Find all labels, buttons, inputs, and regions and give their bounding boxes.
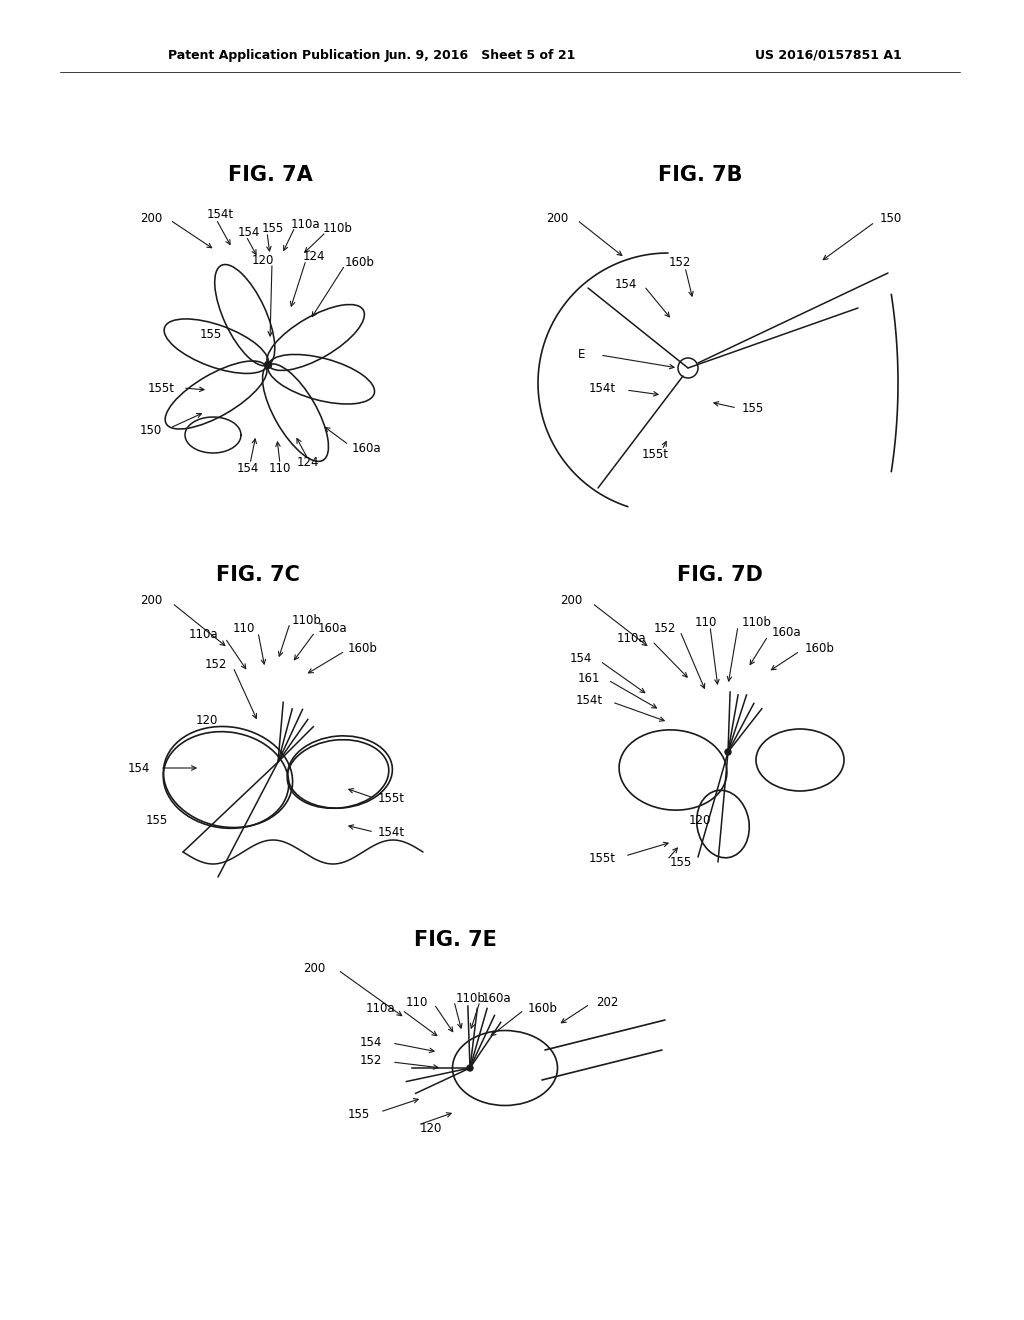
Text: 155: 155 (200, 329, 222, 342)
Text: 154t: 154t (207, 209, 234, 222)
Text: 155: 155 (262, 222, 285, 235)
Text: 152: 152 (205, 659, 227, 672)
Text: 154: 154 (237, 462, 259, 474)
Text: 155t: 155t (641, 449, 669, 462)
Text: Jun. 9, 2016   Sheet 5 of 21: Jun. 9, 2016 Sheet 5 of 21 (384, 49, 575, 62)
Text: 120: 120 (196, 714, 218, 726)
Text: US 2016/0157851 A1: US 2016/0157851 A1 (755, 49, 902, 62)
Text: FIG. 7B: FIG. 7B (657, 165, 742, 185)
Text: FIG. 7E: FIG. 7E (414, 931, 497, 950)
Text: 160b: 160b (348, 642, 378, 655)
Text: 152: 152 (359, 1053, 382, 1067)
Text: 154t: 154t (589, 381, 616, 395)
Text: 154: 154 (238, 227, 260, 239)
Text: 154: 154 (359, 1035, 382, 1048)
Text: 154: 154 (569, 652, 592, 664)
Text: 110b: 110b (456, 991, 485, 1005)
Text: 154t: 154t (378, 825, 406, 838)
Text: 124: 124 (303, 251, 326, 264)
Text: 160b: 160b (805, 642, 835, 655)
Text: 154t: 154t (575, 693, 603, 706)
Text: 110a: 110a (291, 218, 321, 231)
Text: 160a: 160a (318, 622, 347, 635)
Text: FIG. 7C: FIG. 7C (216, 565, 300, 585)
Text: E: E (578, 348, 585, 362)
Text: 120: 120 (689, 813, 712, 826)
Text: 202: 202 (596, 995, 618, 1008)
Text: 155t: 155t (589, 851, 616, 865)
Text: 110: 110 (269, 462, 291, 474)
Text: 150: 150 (139, 424, 162, 437)
Text: 200: 200 (546, 211, 568, 224)
Text: 110a: 110a (366, 1002, 395, 1015)
Text: 160b: 160b (528, 1002, 558, 1015)
Circle shape (264, 362, 271, 368)
Text: 155t: 155t (148, 381, 175, 395)
Text: 120: 120 (420, 1122, 442, 1134)
Text: 152: 152 (653, 622, 676, 635)
Text: 160a: 160a (482, 991, 512, 1005)
Text: Patent Application Publication: Patent Application Publication (168, 49, 380, 62)
Text: 200: 200 (139, 594, 162, 606)
Text: 154: 154 (614, 279, 637, 292)
Text: 155: 155 (670, 855, 692, 869)
Text: 110: 110 (406, 995, 428, 1008)
Text: 124: 124 (297, 457, 319, 470)
Text: 120: 120 (252, 253, 274, 267)
Text: 155: 155 (145, 813, 168, 826)
Text: 110a: 110a (188, 628, 218, 642)
Text: 154: 154 (128, 762, 150, 775)
Text: 160b: 160b (345, 256, 375, 268)
Text: 110b: 110b (323, 222, 353, 235)
Text: 161: 161 (578, 672, 600, 685)
Text: 150: 150 (880, 211, 902, 224)
Text: 110a: 110a (616, 631, 646, 644)
Text: 200: 200 (560, 594, 582, 606)
Circle shape (725, 748, 731, 755)
Text: 200: 200 (303, 961, 325, 974)
Text: 155: 155 (742, 401, 764, 414)
Text: 155: 155 (348, 1109, 370, 1122)
Text: 155t: 155t (378, 792, 406, 804)
Text: FIG. 7D: FIG. 7D (677, 565, 763, 585)
Text: 110: 110 (232, 622, 255, 635)
Text: FIG. 7A: FIG. 7A (227, 165, 312, 185)
Text: 160a: 160a (352, 441, 382, 454)
Text: 110: 110 (695, 615, 717, 628)
Text: 160a: 160a (772, 626, 802, 639)
Circle shape (467, 1065, 473, 1071)
Text: 200: 200 (139, 211, 162, 224)
Text: 152: 152 (669, 256, 691, 268)
Text: 110b: 110b (742, 615, 772, 628)
Text: 110b: 110b (292, 614, 322, 627)
